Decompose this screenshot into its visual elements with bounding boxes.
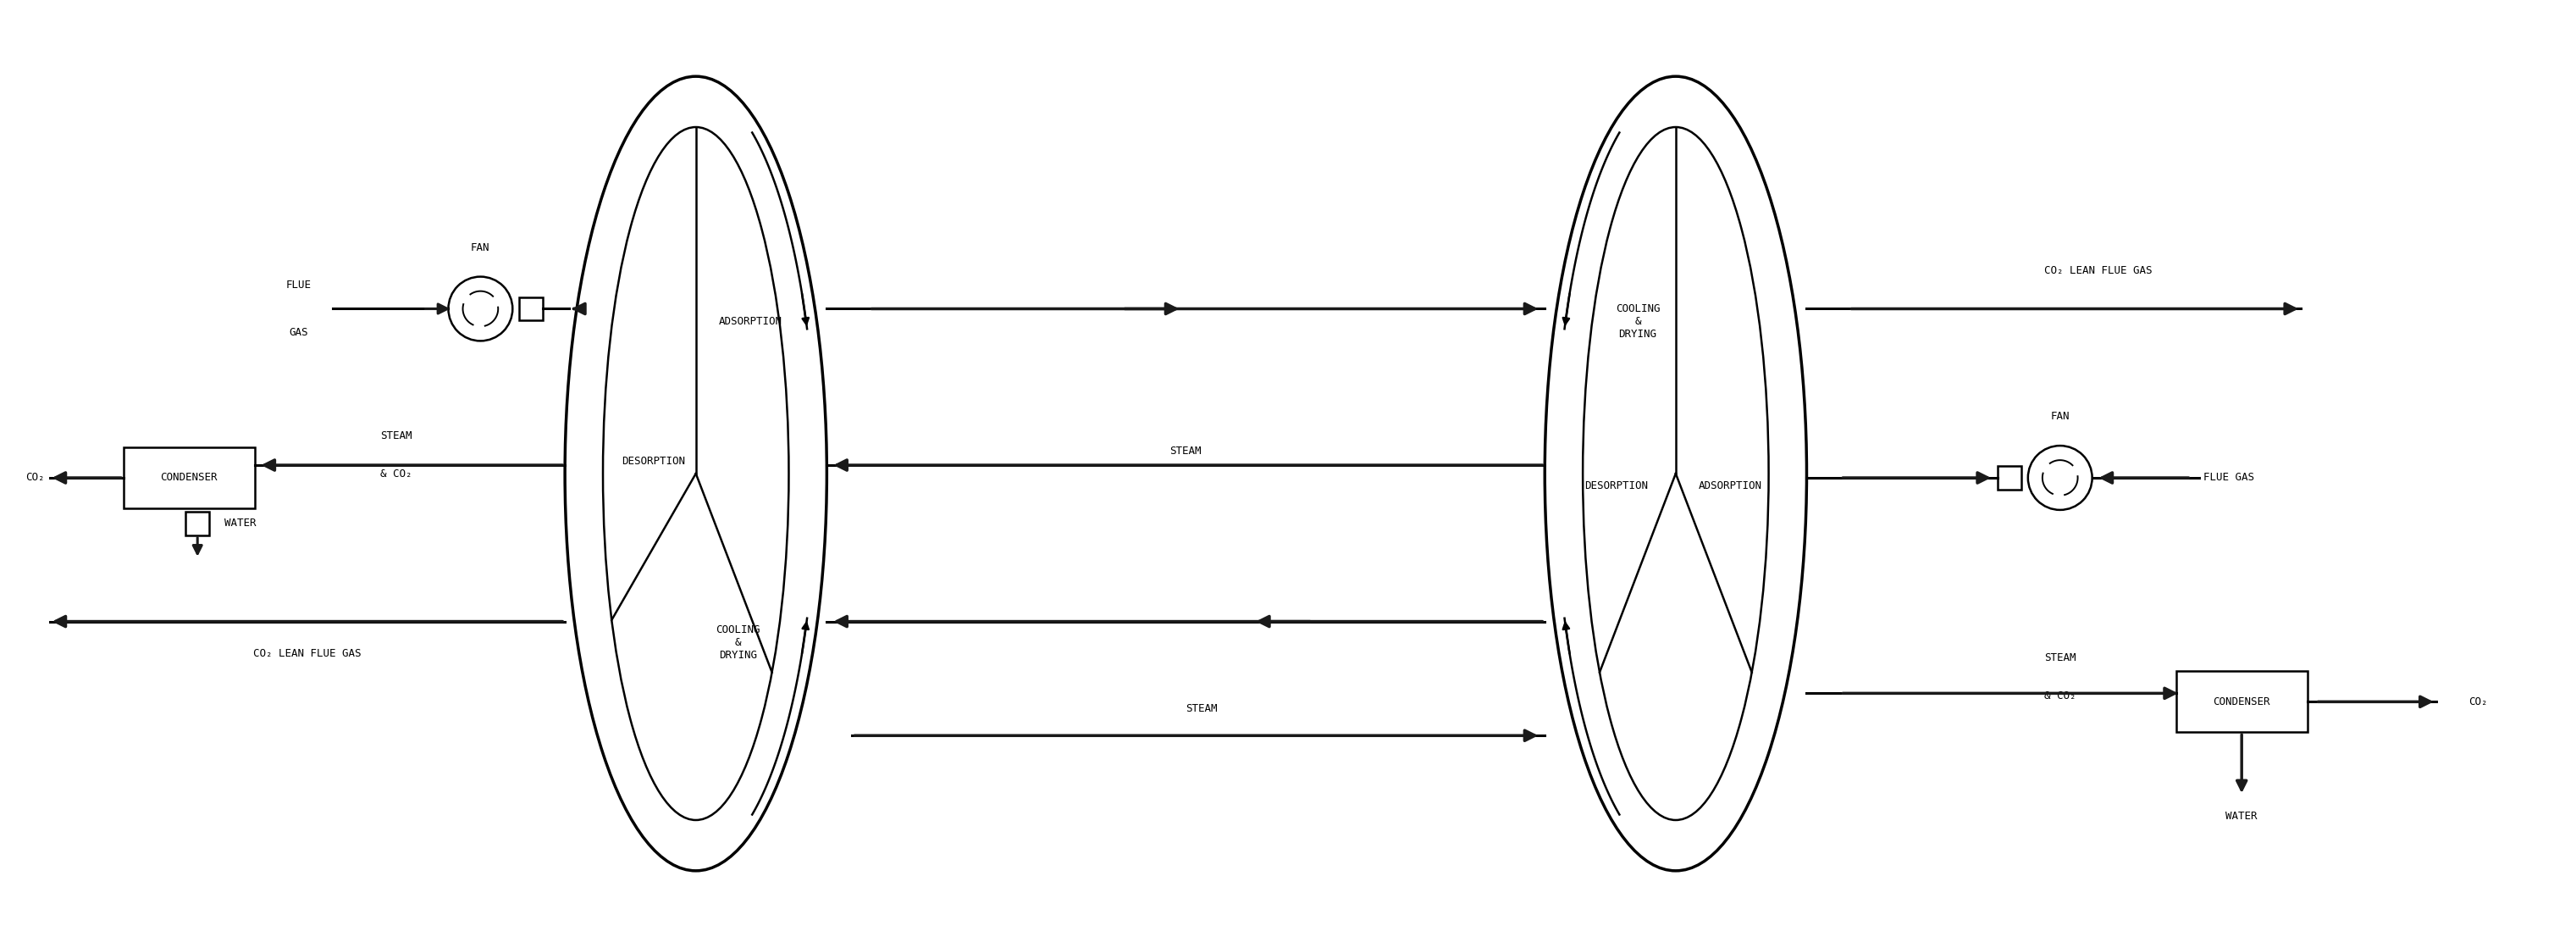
- Text: DESORPTION: DESORPTION: [621, 455, 685, 466]
- Text: FLUE: FLUE: [286, 279, 312, 290]
- Text: CO₂ LEAN FLUE GAS: CO₂ LEAN FLUE GAS: [2045, 265, 2151, 276]
- Text: WATER: WATER: [2226, 811, 2257, 822]
- Text: COOLING
&
DRYING: COOLING & DRYING: [1615, 303, 1659, 339]
- Text: STEAM: STEAM: [381, 430, 412, 441]
- Text: CO₂: CO₂: [26, 472, 44, 483]
- Text: GAS: GAS: [289, 327, 309, 338]
- Text: & CO₂: & CO₂: [2045, 690, 2076, 702]
- Text: STEAM: STEAM: [1170, 446, 1200, 456]
- Text: CO₂ LEAN FLUE GAS: CO₂ LEAN FLUE GAS: [252, 648, 361, 659]
- Text: CONDENSER: CONDENSER: [160, 472, 216, 483]
- Text: STEAM: STEAM: [1185, 703, 1218, 714]
- Text: ADSORPTION: ADSORPTION: [1700, 481, 1762, 492]
- Text: STEAM: STEAM: [2045, 652, 2076, 664]
- Text: COOLING
&
DRYING: COOLING & DRYING: [716, 625, 760, 661]
- Text: FAN: FAN: [2050, 411, 2069, 422]
- Text: WATER: WATER: [224, 518, 255, 529]
- Text: CO₂: CO₂: [2468, 696, 2488, 707]
- Text: CONDENSER: CONDENSER: [2213, 696, 2269, 707]
- Text: DESORPTION: DESORPTION: [1584, 481, 1649, 492]
- Text: FAN: FAN: [471, 242, 489, 253]
- Text: & CO₂: & CO₂: [381, 468, 412, 479]
- Text: FLUE GAS: FLUE GAS: [2202, 472, 2254, 483]
- Text: ADSORPTION: ADSORPTION: [719, 316, 783, 327]
